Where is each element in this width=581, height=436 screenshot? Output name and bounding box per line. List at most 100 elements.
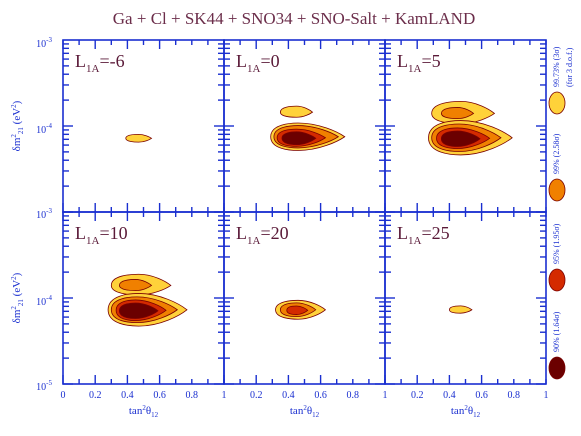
panel-label-sub: 1A [86, 63, 100, 75]
legend-swatch-1 [548, 356, 566, 380]
x-label-sub: 12 [473, 411, 481, 419]
contour-c99-2 [118, 279, 153, 291]
x-label-sup: 2 [303, 404, 307, 412]
panel-label-sub: 1A [247, 63, 261, 75]
y-tick-label-row2-mid-exp: -4 [46, 294, 52, 302]
panel-label-sub: 1A [408, 235, 422, 247]
contour-c90-5 [281, 131, 317, 146]
panel-label: L1A=10 [75, 223, 128, 247]
panel-label: L1A=25 [397, 223, 450, 247]
y-tick-label-top: 10-3 [36, 36, 52, 50]
x-label-base: tan [290, 405, 304, 417]
y-label-unit: (eV [11, 280, 23, 299]
y-tick-label-row2-mid: 10-4 [36, 294, 52, 308]
panel-label-value: =5 [421, 51, 440, 71]
panel-label-base: L [397, 223, 408, 243]
legend-note: (for 3 d.o.f.) [565, 47, 574, 87]
legend-swatch-3 [548, 178, 566, 202]
x-tick-label: 0.4 [282, 390, 295, 401]
contour-c9973-1 [448, 305, 473, 314]
contour-c9973-1 [125, 133, 153, 143]
panel-label-value: =10 [99, 223, 127, 243]
x-tick-label: 0.6 [153, 390, 166, 401]
x-tick-label: 1 [544, 390, 549, 401]
x-tick-label: 0.2 [250, 390, 263, 401]
x-label-theta: θ [307, 405, 312, 417]
y-label-sub: 21 [17, 299, 25, 307]
y-label-sup: 2 [10, 134, 18, 138]
panel-5: L1A=20 [223, 211, 386, 385]
y-label-close: ) [11, 100, 23, 104]
y-tick-label-mid-base: 10 [36, 125, 46, 136]
y-tick-label-top-base: 10 [36, 39, 46, 50]
y-label-unit-sup: 2 [10, 276, 18, 280]
x-label-sup: 2 [464, 404, 468, 412]
y-axis-label-2: δm221 (eV2) [10, 272, 25, 323]
panel-label: L1A=-6 [75, 51, 125, 75]
y-axis-label-1: δm221 (eV2) [10, 100, 25, 151]
y-tick-label-bottom-exp: -5 [46, 379, 52, 387]
x-axis-label: tan2θ12 [451, 404, 481, 419]
y-tick-label-row2-top-exp: -3 [46, 207, 52, 215]
x-tick-label: 0.8 [347, 390, 360, 401]
panel-label-base: L [75, 223, 86, 243]
panel-4: L1A=10 [62, 211, 225, 385]
panel-label: L1A=20 [236, 223, 289, 247]
x-label-base: tan [129, 405, 143, 417]
legend: 90% (1.64σ) 95% (1.95σ) 99% (2.58σ) 99.73% … [548, 46, 574, 380]
panel-label-base: L [75, 51, 86, 71]
panel-3: L1A=5 [384, 39, 547, 213]
panel-label-sub: 1A [247, 235, 261, 247]
x-tick-label: 0.8 [508, 390, 521, 401]
y-label-close: ) [11, 272, 23, 276]
x-label-sub: 12 [312, 411, 320, 419]
x-tick-label: 0.8 [186, 390, 199, 401]
contour-c95-3 [286, 305, 309, 315]
x-label-sub: 12 [151, 411, 159, 419]
x-tick-label: 0.4 [443, 390, 456, 401]
contour-c90-6 [440, 130, 481, 147]
y-label-base: δm [11, 137, 23, 151]
y-tick-label-top-exp: -3 [46, 36, 52, 44]
x-label-sup: 2 [142, 404, 146, 412]
x-tick-label: 0.2 [411, 390, 424, 401]
x-axis-label: tan2θ12 [290, 404, 320, 419]
x-label-base: tan [451, 405, 465, 417]
panel-label-base: L [236, 51, 247, 71]
panel-6: L1A=25 [384, 211, 547, 385]
y-tick-label-bottom-base: 10 [36, 382, 46, 393]
panel-label-value: =20 [260, 223, 288, 243]
x-label-theta: θ [468, 405, 473, 417]
x-tick-label: 0.4 [121, 390, 134, 401]
y-tick-label-row2-mid-base: 10 [36, 297, 46, 308]
y-tick-label-mid-exp: -4 [46, 122, 52, 130]
legend-swatch-2 [548, 268, 566, 292]
legend-label-2: 95% (1.95σ) [552, 223, 561, 264]
y-tick-label-mid: 10-4 [36, 122, 52, 136]
panel-label-sub: 1A [408, 63, 422, 75]
x-label-theta: θ [146, 405, 151, 417]
panel-label-value: =0 [260, 51, 279, 71]
y-tick-label-bottom: 10-5 [36, 379, 52, 393]
panel-label-sub: 1A [86, 235, 100, 247]
x-tick-label: 0.6 [475, 390, 488, 401]
contour-c9973-1 [279, 105, 314, 118]
contour-c99-2 [440, 107, 475, 119]
legend-label-1: 90% (1.64σ) [552, 311, 561, 352]
panel-label-value: =-6 [99, 51, 124, 71]
legend-label-4: 99.73% (3σ) [552, 46, 561, 87]
panel-label-value: =25 [421, 223, 449, 243]
y-label-base: δm [11, 309, 23, 323]
figure-title: Ga + Cl + SK44 + SNO34 + SNO-Salt + KamL… [113, 9, 475, 28]
y-label-unit-sup: 2 [10, 104, 18, 108]
x-tick-label: 1 [222, 390, 227, 401]
y-label-sup: 2 [10, 306, 18, 310]
x-tick-label: 0 [61, 390, 66, 401]
y-label-sub: 21 [17, 127, 25, 135]
y-label-unit: (eV [11, 108, 23, 127]
x-tick-label: 1 [383, 390, 388, 401]
panel-label-base: L [397, 51, 408, 71]
